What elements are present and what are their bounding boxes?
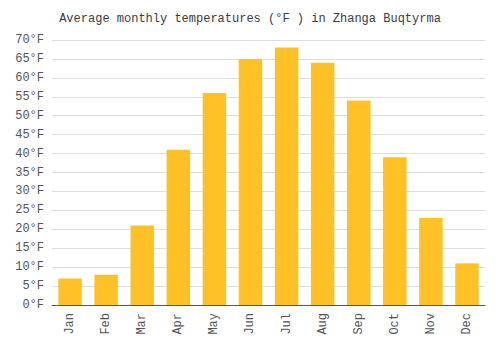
svg-text:30°F: 30°F [15, 184, 44, 198]
svg-text:55°F: 55°F [15, 90, 44, 104]
svg-text:15°F: 15°F [15, 241, 44, 255]
svg-text:Feb: Feb [99, 313, 113, 335]
svg-text:25°F: 25°F [15, 203, 44, 217]
svg-text:70°F: 70°F [15, 33, 44, 47]
svg-text:5°F: 5°F [22, 279, 44, 293]
svg-text:Mar: Mar [135, 313, 149, 335]
svg-text:Jun: Jun [243, 313, 257, 335]
svg-text:0°F: 0°F [22, 298, 44, 312]
svg-text:65°F: 65°F [15, 52, 44, 66]
svg-text:45°F: 45°F [15, 128, 44, 142]
svg-text:May: May [207, 313, 221, 335]
svg-text:50°F: 50°F [15, 109, 44, 123]
svg-text:Jul: Jul [280, 313, 294, 335]
svg-text:Apr: Apr [171, 313, 185, 335]
svg-text:60°F: 60°F [15, 71, 44, 85]
svg-text:40°F: 40°F [15, 147, 44, 161]
svg-text:Nov: Nov [424, 313, 438, 335]
svg-text:20°F: 20°F [15, 222, 44, 236]
svg-text:Oct: Oct [388, 313, 402, 335]
svg-text:10°F: 10°F [15, 260, 44, 274]
svg-text:35°F: 35°F [15, 166, 44, 180]
svg-text:Aug: Aug [316, 313, 330, 335]
svg-text:Jan: Jan [63, 313, 77, 335]
svg-text:Average monthly temperatures (: Average monthly temperatures (°F ) in Zh… [59, 12, 441, 26]
svg-text:Dec: Dec [460, 313, 474, 335]
svg-text:Sep: Sep [352, 313, 366, 335]
